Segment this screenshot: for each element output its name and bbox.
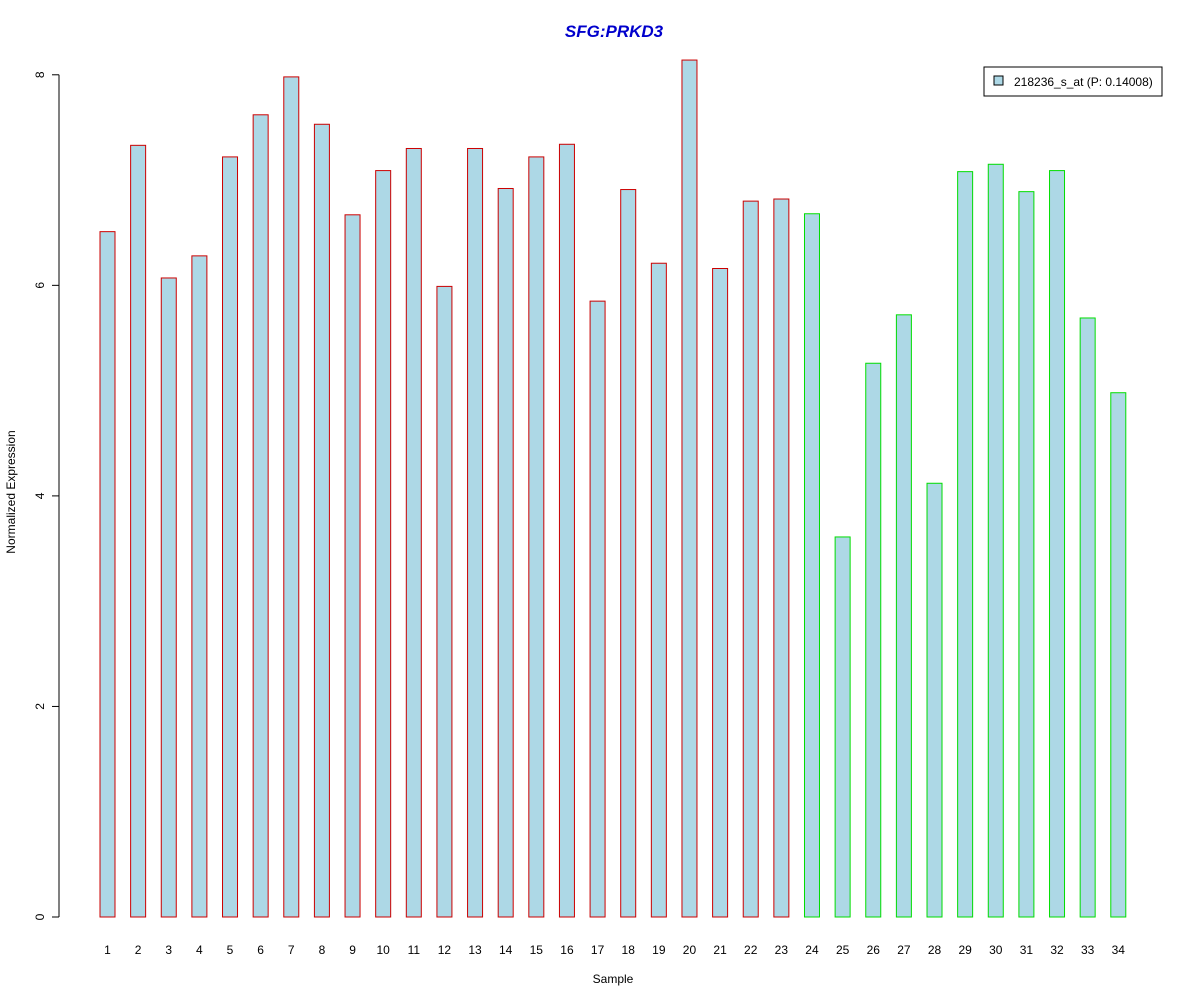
bar	[558, 143, 575, 918]
bar	[620, 189, 637, 918]
x-tick-label: 7	[288, 943, 295, 957]
x-tick-label: 6	[257, 943, 264, 957]
bar	[1110, 392, 1127, 918]
bar	[99, 231, 116, 918]
x-tick-label: 28	[928, 943, 942, 957]
x-tick-label: 17	[591, 943, 605, 957]
x-tick-label: 10	[376, 943, 390, 957]
bars	[99, 59, 1127, 918]
x-tick-label: 23	[775, 943, 789, 957]
x-tick-label: 3	[165, 943, 172, 957]
x-tick-label: 29	[958, 943, 972, 957]
x-tick-label: 33	[1081, 943, 1095, 957]
bar	[222, 156, 239, 918]
bar	[283, 76, 300, 918]
bar	[497, 187, 514, 918]
x-tick-label: 18	[622, 943, 636, 957]
bar	[252, 114, 269, 918]
x-tick-label: 25	[836, 943, 850, 957]
bar	[130, 144, 147, 918]
x-tick-label: 30	[989, 943, 1003, 957]
bar	[467, 147, 484, 918]
bar	[803, 213, 820, 918]
x-tick-label: 15	[530, 943, 544, 957]
legend-swatch	[993, 75, 1004, 86]
x-tick-label: 4	[196, 943, 203, 957]
x-axis-label: Sample	[593, 972, 634, 986]
y-tick-label: 4	[33, 492, 47, 499]
y-tick-label: 2	[33, 703, 47, 710]
bar	[742, 200, 759, 918]
y-tick-label: 6	[33, 282, 47, 289]
x-tick-label: 31	[1020, 943, 1034, 957]
bar	[895, 314, 912, 918]
bar	[1079, 317, 1096, 918]
x-tick-label: 26	[867, 943, 881, 957]
bar	[405, 147, 422, 918]
bar	[191, 255, 208, 918]
bar	[957, 171, 974, 918]
x-tick-label: 1	[104, 943, 111, 957]
x-tick-label: 5	[227, 943, 234, 957]
x-tick-label: 22	[744, 943, 758, 957]
bar	[987, 163, 1004, 918]
x-tick-label: 32	[1050, 943, 1064, 957]
bar	[681, 59, 698, 918]
x-tick-label: 24	[805, 943, 819, 957]
x-tick-label: 9	[349, 943, 356, 957]
bar	[313, 123, 330, 918]
y-tick-label: 0	[33, 913, 47, 920]
bar	[1049, 170, 1066, 918]
x-tick-label: 16	[560, 943, 574, 957]
x-tick-label: 20	[683, 943, 697, 957]
x-tick-label: 14	[499, 943, 513, 957]
x-tick-label: 21	[713, 943, 727, 957]
bar	[773, 198, 790, 918]
x-tick-label: 13	[468, 943, 482, 957]
bar	[834, 536, 851, 918]
y-tick-label: 8	[33, 71, 47, 78]
x-tick-label: 27	[897, 943, 911, 957]
chart-title: SFG:PRKD3	[565, 22, 664, 41]
bar	[160, 277, 177, 918]
x-tick-label: 11	[408, 943, 421, 957]
bar	[528, 156, 545, 918]
y-axis-label: Normalized Expression	[4, 430, 18, 553]
bar	[650, 262, 667, 918]
legend-label: 218236_s_at (P: 0.14008)	[1014, 75, 1153, 89]
bar	[375, 170, 392, 918]
legend: 218236_s_at (P: 0.14008)	[983, 66, 1163, 97]
bar	[436, 285, 453, 918]
x-tick-label: 12	[438, 943, 452, 957]
bar	[344, 214, 361, 918]
legend-box	[983, 66, 1163, 97]
bar	[589, 300, 606, 918]
x-tick-label: 2	[135, 943, 142, 957]
x-axis: 1 2 3 4 5 6 7 8 9 10 11 12 13 14 15 16 17 18 19 20 21 22 23 24 2…	[104, 943, 1125, 957]
y-axis: 0 2 4 6 8	[33, 71, 60, 920]
x-tick-label: 34	[1112, 943, 1126, 957]
bar	[1018, 191, 1035, 918]
x-tick-label: 8	[319, 943, 326, 957]
bar	[712, 267, 729, 918]
bar	[865, 362, 882, 918]
x-tick-label: 19	[652, 943, 666, 957]
bar	[926, 482, 943, 918]
